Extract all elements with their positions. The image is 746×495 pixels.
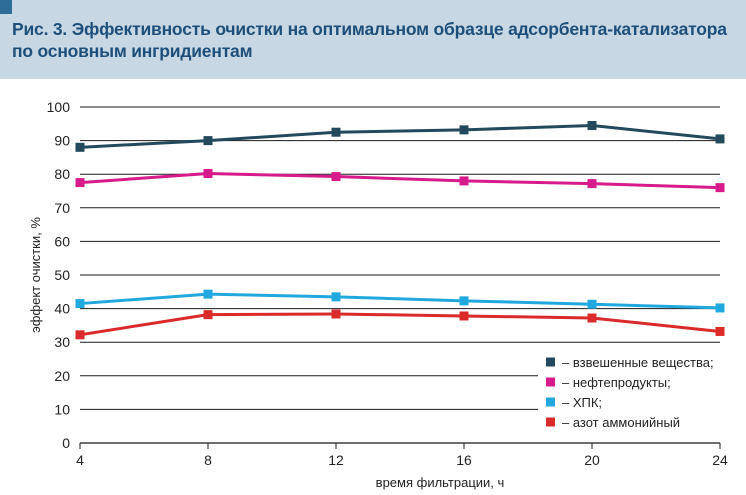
y-tick-label-40: 40 [54, 301, 70, 317]
y-tick-label-0: 0 [62, 435, 70, 451]
header-accent [0, 0, 12, 14]
series-0-point-0 [75, 142, 85, 152]
series-3-point-0 [75, 330, 85, 340]
series-0-point-5 [715, 134, 725, 144]
y-tick-label-90: 90 [54, 133, 70, 149]
series-2-point-4 [587, 299, 597, 309]
series-1-point-4 [587, 179, 597, 189]
legend-background [538, 348, 720, 436]
x-tick-label-24: 24 [712, 452, 728, 468]
series-line-1 [79, 172, 721, 190]
legend-swatch-1 [546, 377, 555, 387]
figure-header: Рис. 3. Эффективность очистки на оптимал… [0, 0, 746, 79]
series-line-0 [79, 123, 721, 149]
series-0-point-3 [459, 125, 469, 135]
series-3-point-1 [203, 310, 213, 320]
series-3-point-3 [459, 311, 469, 321]
legend-swatch-2 [546, 397, 555, 407]
x-tick-label-20: 20 [584, 452, 600, 468]
y-tick-label-70: 70 [54, 200, 70, 216]
x-tick-label-4: 4 [76, 452, 84, 468]
series-1-point-5 [715, 183, 725, 193]
y-tick-label-100: 100 [47, 99, 71, 115]
x-tick-label-16: 16 [456, 452, 472, 468]
legend-swatch-3 [546, 417, 555, 427]
series-2-point-1 [203, 289, 213, 299]
series-2-point-0 [75, 299, 85, 309]
y-axis-label: эффект очистки, % [28, 217, 43, 333]
series-0-point-4 [587, 120, 597, 130]
series-1-point-2 [331, 172, 341, 182]
legend-label-2: – ХПК; [562, 395, 602, 410]
series-1-point-0 [75, 178, 85, 188]
y-tick-label-20: 20 [54, 368, 70, 384]
legend-label-3: – азот аммонийный [562, 415, 680, 430]
y-tick-label-30: 30 [54, 334, 70, 350]
legend-label-1: – нефтепродукты; [562, 375, 671, 390]
figure-title: Рис. 3. Эффективность очистки на оптимал… [12, 19, 727, 61]
series-0-point-1 [203, 136, 213, 146]
series-3-point-4 [587, 313, 597, 323]
y-tick-label-80: 80 [54, 166, 70, 182]
series-2-point-5 [715, 303, 725, 313]
y-tick-label-50: 50 [54, 267, 70, 283]
legend-swatch-0 [546, 357, 555, 367]
x-axis-label: время фильтрации, ч [376, 475, 505, 490]
series-line-2 [79, 292, 721, 310]
series-3-point-2 [331, 309, 341, 319]
series-2-point-3 [459, 296, 469, 306]
series-3-point-5 [715, 326, 725, 336]
y-tick-label-60: 60 [54, 233, 70, 249]
series-line-3 [79, 312, 721, 337]
x-tick-label-8: 8 [204, 452, 212, 468]
series-1-point-3 [459, 176, 469, 186]
legend-label-0: – взвешенные вещества; [562, 355, 714, 370]
y-tick-label-10: 10 [54, 401, 70, 417]
series-1-point-1 [203, 169, 213, 179]
x-tick-label-12: 12 [328, 452, 344, 468]
series-2-point-2 [331, 292, 341, 302]
series-0-point-2 [331, 127, 341, 137]
